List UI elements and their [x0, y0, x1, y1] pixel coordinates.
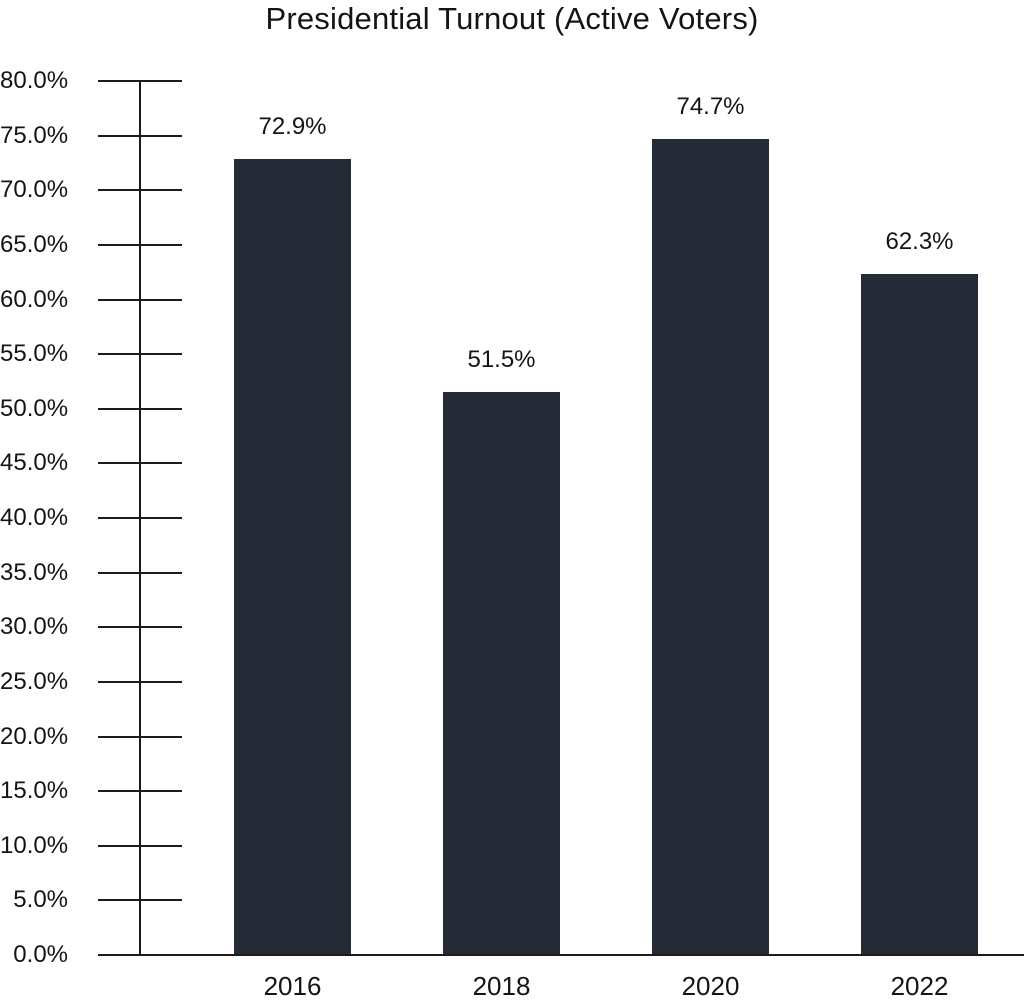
- bar-value-label: 62.3%: [885, 228, 954, 256]
- y-axis-tick-label: 25.0%: [0, 667, 69, 695]
- y-axis-tick-label: 50.0%: [0, 394, 69, 422]
- bar-2020: [652, 138, 769, 955]
- bar-value-label: 74.7%: [676, 92, 745, 120]
- y-axis-tick-label: 5.0%: [13, 886, 68, 914]
- y-axis-tick-label: 65.0%: [0, 230, 69, 258]
- x-axis-tick-label: 2022: [890, 971, 949, 1001]
- y-axis-tick-label: 75.0%: [0, 121, 69, 149]
- y-axis-tick-label: 80.0%: [0, 67, 69, 94]
- chart-title: Presidential Turnout (Active Voters): [265, 1, 759, 36]
- y-axis-tick-label: 35.0%: [0, 558, 69, 586]
- bar-value-label: 72.9%: [258, 112, 327, 140]
- y-axis-tick-label: 30.0%: [0, 613, 69, 641]
- y-axis-line: [139, 80, 141, 956]
- x-axis-line: [98, 954, 1024, 956]
- bar-value-label: 51.5%: [467, 346, 536, 374]
- x-axis-tick-label: 2018: [472, 971, 531, 1001]
- y-axis-tick-label: 15.0%: [0, 777, 69, 805]
- bar-2018: [443, 392, 560, 955]
- y-axis-tick-label: 70.0%: [0, 176, 69, 204]
- x-axis-tick-label: 2020: [681, 971, 740, 1001]
- y-axis-tick-label: 10.0%: [0, 831, 69, 859]
- x-axis-tick-label: 2016: [263, 971, 322, 1001]
- y-axis-tick-label: 20.0%: [0, 722, 69, 750]
- y-axis-tick-label: 60.0%: [0, 285, 69, 313]
- y-axis-tick-label: 55.0%: [0, 340, 69, 368]
- y-axis-tick-label: 40.0%: [0, 504, 69, 531]
- y-axis-tick-label: 45.0%: [0, 449, 69, 477]
- bar-2016: [234, 158, 351, 955]
- bar-2022: [861, 274, 978, 955]
- y-axis-tick-label: 0.0%: [13, 941, 68, 968]
